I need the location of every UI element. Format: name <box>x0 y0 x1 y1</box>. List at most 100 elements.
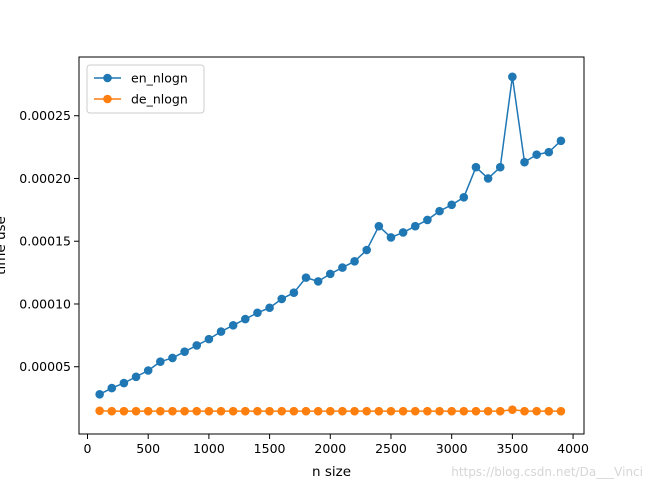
data-point-en_nlogn <box>459 193 469 202</box>
data-point-de_nlogn <box>435 406 444 416</box>
data-point-en_nlogn <box>143 366 153 375</box>
data-point-en_nlogn <box>423 215 432 225</box>
data-point-en_nlogn <box>362 245 372 255</box>
data-point-de_nlogn <box>119 406 129 416</box>
data-point-en_nlogn <box>228 321 238 330</box>
data-point-en_nlogn <box>386 233 396 242</box>
data-point-de_nlogn <box>471 406 481 416</box>
x-axis-ticks: 0 500 1000 1500 2000 2500 3000 3500 4000 <box>84 434 589 456</box>
y-tick-label: 0.00025 <box>19 108 71 123</box>
data-point-en_nlogn <box>241 314 250 324</box>
data-point-en_nlogn <box>313 277 323 286</box>
data-point-de_nlogn <box>520 406 529 416</box>
data-point-de_nlogn <box>410 406 420 416</box>
y-tick-label: 0.00015 <box>19 234 71 249</box>
data-point-de_nlogn <box>265 406 274 416</box>
data-point-de_nlogn <box>156 406 165 416</box>
data-point-en_nlogn <box>532 150 541 159</box>
data-point-en_nlogn <box>544 147 554 157</box>
y-tick-label: 0.00020 <box>19 171 71 186</box>
data-point-en_nlogn <box>556 136 566 146</box>
data-point-en_nlogn <box>471 162 481 172</box>
legend-box <box>86 64 205 114</box>
data-point-de_nlogn <box>143 406 153 416</box>
plot-area <box>78 56 585 435</box>
x-tick-label: 2000 <box>314 441 346 456</box>
data-point-en_nlogn <box>289 288 299 297</box>
x-tick-label: 0 <box>84 441 92 456</box>
data-point-en_nlogn <box>131 372 141 382</box>
data-point-en_nlogn <box>168 353 177 363</box>
data-point-de_nlogn <box>459 406 469 416</box>
data-point-de_nlogn <box>423 406 432 416</box>
data-point-en_nlogn <box>338 263 347 272</box>
data-point-en_nlogn <box>508 72 517 82</box>
data-point-de_nlogn <box>95 406 104 416</box>
data-point-en_nlogn <box>265 303 274 313</box>
data-point-de_nlogn <box>398 406 408 416</box>
data-point-en_nlogn <box>495 162 505 172</box>
data-point-de_nlogn <box>556 406 566 416</box>
data-point-en_nlogn <box>204 334 214 344</box>
data-point-en_nlogn <box>192 341 202 350</box>
data-point-de_nlogn <box>241 406 250 416</box>
data-point-en_nlogn <box>410 221 420 231</box>
data-point-en_nlogn <box>325 269 335 279</box>
data-point-de_nlogn <box>350 406 359 416</box>
data-point-en_nlogn <box>483 174 493 183</box>
data-point-de_nlogn <box>338 406 347 416</box>
x-tick-label: 4000 <box>557 441 589 456</box>
data-point-en_nlogn <box>119 378 129 388</box>
axes-frame <box>78 56 585 435</box>
data-point-de_nlogn <box>204 406 214 416</box>
data-point-de_nlogn <box>483 406 493 416</box>
y-tick-label: 0.00010 <box>19 296 71 311</box>
y-tick-label: 0.00005 <box>19 359 71 374</box>
x-axis-label: n size <box>312 464 351 480</box>
data-point-en_nlogn <box>374 221 384 231</box>
data-point-en_nlogn <box>398 228 408 237</box>
data-point-de_nlogn <box>228 406 238 416</box>
legend-marker-en_nlogn <box>103 73 112 83</box>
data-point-de_nlogn <box>192 406 202 416</box>
data-point-de_nlogn <box>532 406 541 416</box>
y-axis-ticks: 0.00005 0.00010 0.00015 0.00020 0.00025 <box>19 108 79 374</box>
data-point-en_nlogn <box>253 308 262 318</box>
data-point-de_nlogn <box>253 406 262 416</box>
legend-marker-de_nlogn <box>103 94 112 104</box>
data-point-en_nlogn <box>216 327 226 336</box>
x-tick-label: 1000 <box>193 441 225 456</box>
watermark-text: https://blog.csdn.net/Da___Vinci <box>451 465 643 479</box>
legend: en_nlogn de_nlogn <box>86 64 205 114</box>
data-point-de_nlogn <box>131 406 141 416</box>
data-point-de_nlogn <box>508 405 517 414</box>
data-point-en_nlogn <box>95 390 104 399</box>
legend-label: en_nlogn <box>131 71 188 86</box>
data-point-en_nlogn <box>447 200 456 210</box>
x-tick-label: 1500 <box>254 441 286 456</box>
x-tick-label: 2500 <box>375 441 407 456</box>
data-point-en_nlogn <box>435 206 444 216</box>
x-tick-label: 500 <box>136 441 160 456</box>
data-point-en_nlogn <box>350 257 359 266</box>
data-point-en_nlogn <box>277 294 287 304</box>
data-point-en_nlogn <box>520 157 529 167</box>
data-point-de_nlogn <box>180 406 189 416</box>
data-point-de_nlogn <box>386 406 396 416</box>
data-point-de_nlogn <box>362 406 372 416</box>
series-layer <box>95 72 566 416</box>
data-point-de_nlogn <box>277 406 287 416</box>
x-tick-label: 3000 <box>436 441 468 456</box>
x-tick-label: 3500 <box>496 441 528 456</box>
data-point-de_nlogn <box>289 406 299 416</box>
data-point-de_nlogn <box>325 406 335 416</box>
y-axis-label: time use <box>0 216 9 275</box>
data-point-en_nlogn <box>107 383 117 393</box>
data-point-de_nlogn <box>374 406 384 416</box>
data-point-de_nlogn <box>495 406 505 416</box>
data-point-de_nlogn <box>216 406 226 416</box>
data-point-de_nlogn <box>168 406 177 416</box>
data-point-de_nlogn <box>544 406 554 416</box>
data-point-en_nlogn <box>156 357 165 367</box>
